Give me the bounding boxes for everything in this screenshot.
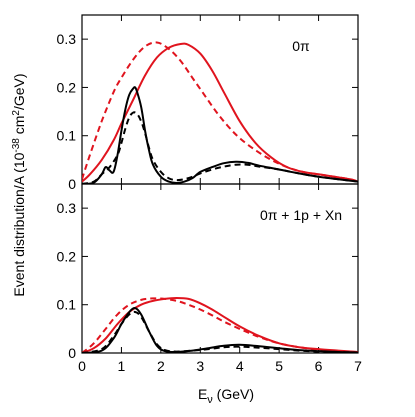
panel-frame bbox=[81, 14, 359, 185]
y-axis-title-exp2: 2 bbox=[11, 110, 22, 116]
x-tick-label: 1 bbox=[118, 358, 126, 374]
y-tick-label: 0.2 bbox=[57, 248, 77, 264]
x-axis-title-unit: (GeV) bbox=[213, 386, 254, 402]
x-axis-title-sub: ν bbox=[207, 394, 213, 406]
y-axis-title-mid: cm bbox=[11, 116, 27, 139]
y-tick-label: 0.1 bbox=[57, 128, 77, 144]
x-tick-label: 0 bbox=[78, 358, 86, 374]
series-line-red-solid bbox=[82, 296, 358, 353]
x-tick-label: 2 bbox=[157, 358, 165, 374]
x-tick-label: 5 bbox=[275, 358, 283, 374]
panel-2: 0 0.1 0.2 0.3 0 1 2 3 4 5 6 7 0π + 1p + Xn bbox=[57, 183, 362, 374]
y-axis-title-main: Event distribution/A (10 bbox=[11, 152, 27, 296]
series-line-red-dashed bbox=[82, 41, 358, 183]
series-line-black-dashed bbox=[82, 310, 358, 353]
series-line-black-solid bbox=[82, 86, 358, 184]
y-tick-label: 0.2 bbox=[57, 79, 77, 95]
y-tick-label: 0.3 bbox=[57, 200, 77, 216]
series-line-red-solid bbox=[82, 42, 358, 183]
x-axis-title: Eν (GeV) bbox=[198, 386, 254, 406]
panel-label: 0π bbox=[292, 38, 310, 54]
y-tick-label: 0 bbox=[68, 176, 76, 192]
y-tick-label: 0.3 bbox=[57, 31, 77, 47]
y-tick-label: 0.1 bbox=[57, 297, 77, 313]
panels: 0 0.1 0.2 0.3 0π 0 0.1 0.2 0.3 0 1 2 3 4 5 6 7 0π + 1p + … bbox=[57, 14, 362, 374]
panel-1: 0 0.1 0.2 0.3 0π bbox=[57, 14, 359, 192]
y-axis-title: Event distribution/A (10-38 cm2/GeV) bbox=[11, 73, 27, 296]
panel-frame bbox=[81, 183, 359, 354]
y-axis-title-end: /GeV) bbox=[11, 73, 27, 110]
panel-label: 0π + 1p + Xn bbox=[260, 207, 342, 223]
x-tick-label: 4 bbox=[236, 358, 244, 374]
x-tick-label: 3 bbox=[196, 358, 204, 374]
y-axis-title-exp: -38 bbox=[11, 138, 22, 153]
x-tick-label: 6 bbox=[315, 358, 323, 374]
y-tick-label: 0 bbox=[68, 345, 76, 361]
x-tick-label: 7 bbox=[354, 358, 362, 374]
x-axis-title-main: E bbox=[198, 386, 207, 402]
series-line-red-dashed bbox=[82, 297, 358, 353]
